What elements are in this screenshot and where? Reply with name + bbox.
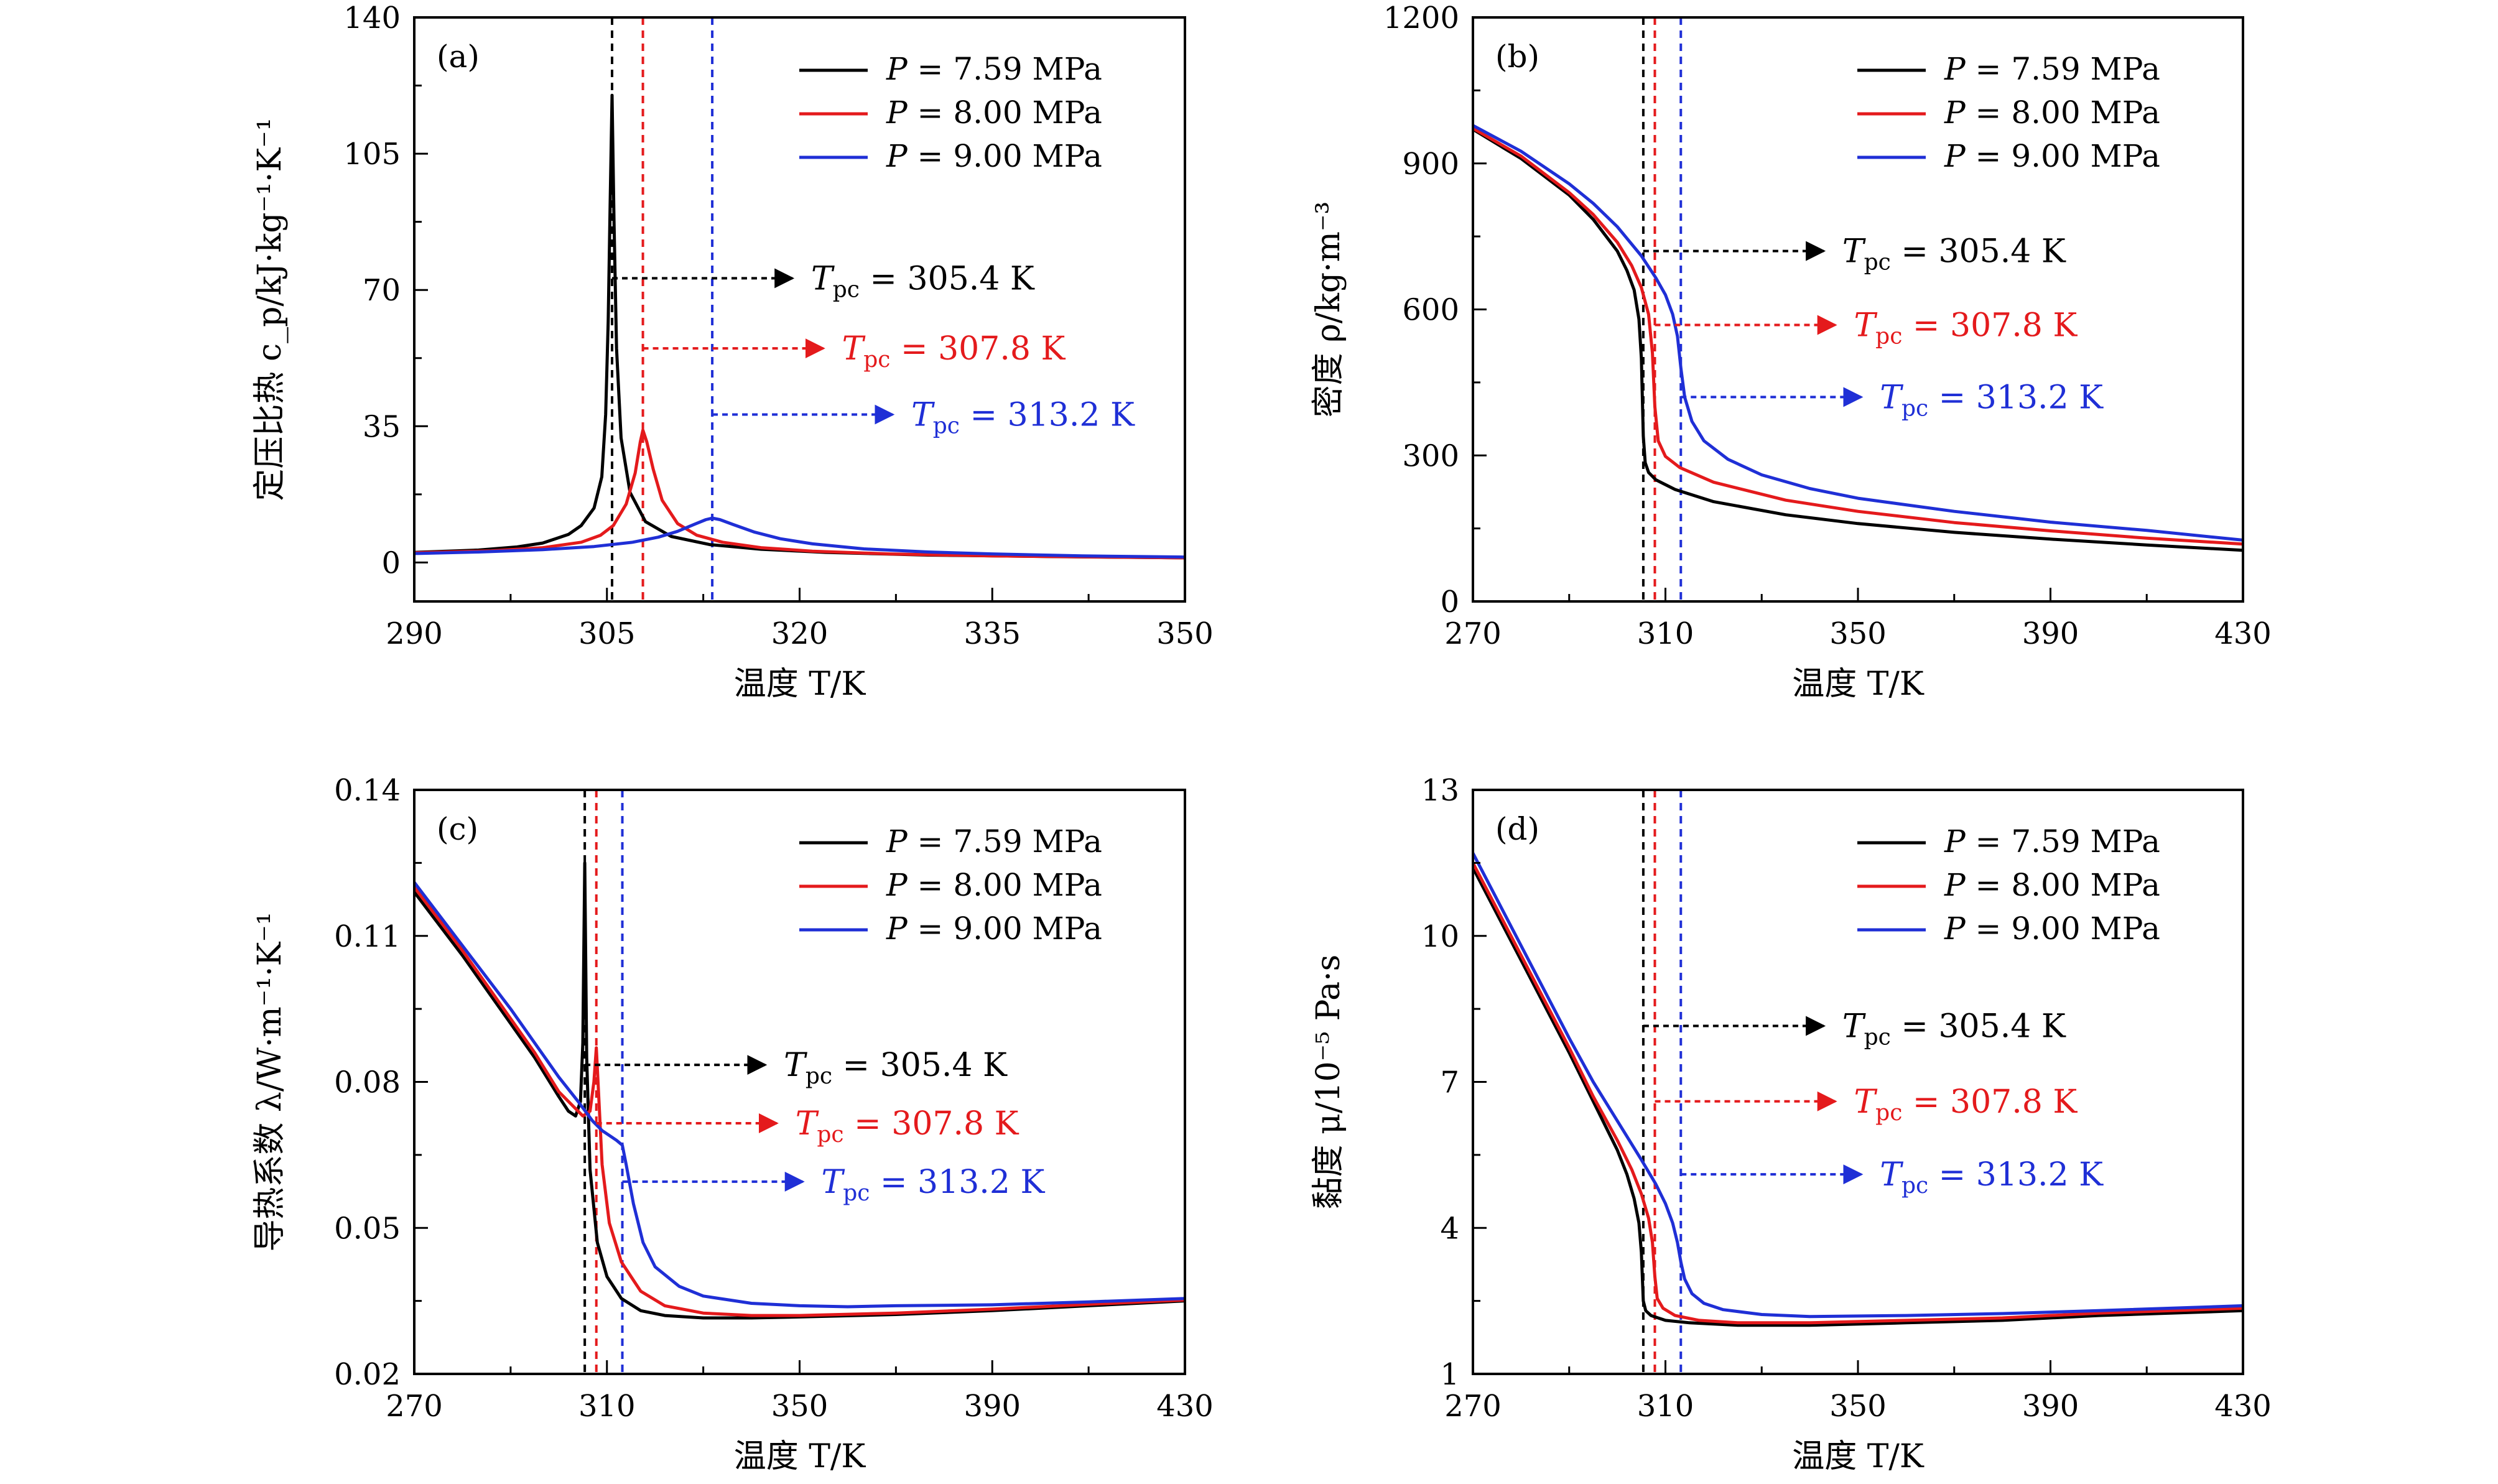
tpc-annotation: Tpc = 307.8 K bbox=[842, 330, 1066, 373]
tpc-annotation: Tpc = 305.4 K bbox=[1842, 1008, 2066, 1050]
y-axis-label: 密度 ρ/kg·m⁻³ bbox=[1310, 202, 1347, 418]
panel-tag: (b) bbox=[1495, 39, 1539, 75]
y-tick-label: 1 bbox=[1440, 1357, 1459, 1392]
chart-panel-d: Tpc = 305.4 K Tpc = 307.8 K Tpc = 313.2 K 2… bbox=[1310, 773, 2272, 1475]
x-tick-label: 310 bbox=[1637, 1389, 1694, 1424]
series-line bbox=[1473, 128, 2243, 552]
legend-entry: P = 9.00 MPa bbox=[886, 911, 1102, 947]
x-tick-label: 335 bbox=[963, 616, 1021, 651]
x-tick-label: 290 bbox=[386, 616, 443, 651]
y-axis-label: 导热系数 λ/W·m⁻¹·K⁻¹ bbox=[251, 912, 289, 1251]
legend-entry: P = 8.00 MPa bbox=[886, 95, 1102, 131]
tpc-annotation: Tpc = 313.2 K bbox=[1880, 1156, 2104, 1199]
tpc-annotation: Tpc = 305.4 K bbox=[784, 1047, 1008, 1089]
series-line bbox=[1473, 124, 2243, 542]
y-tick-label: 70 bbox=[363, 273, 401, 308]
series-line bbox=[414, 881, 1185, 1309]
legend-entry: P = 7.59 MPa bbox=[886, 51, 1102, 87]
y-tick-label: 0.02 bbox=[334, 1357, 401, 1392]
legend-entry: P = 8.00 MPa bbox=[886, 867, 1102, 903]
y-tick-label: 140 bbox=[343, 1, 401, 35]
y-tick-label: 10 bbox=[1421, 919, 1459, 954]
x-tick-label: 430 bbox=[1156, 1389, 1214, 1424]
y-tick-label: 0.14 bbox=[334, 773, 401, 808]
y-tick-label: 0 bbox=[381, 545, 401, 580]
tpc-annotation: Tpc = 307.8 K bbox=[1854, 307, 2078, 350]
x-tick-label: 350 bbox=[771, 1389, 829, 1424]
chart-panel-b: Tpc = 305.4 K Tpc = 307.8 K Tpc = 313.2 K 2… bbox=[1310, 1, 2272, 703]
series-line bbox=[1473, 867, 2243, 1327]
x-tick-label: 390 bbox=[2022, 1389, 2079, 1424]
x-tick-label: 270 bbox=[386, 1389, 443, 1424]
x-axis-label: 温度 T/K bbox=[734, 1438, 866, 1475]
series-line bbox=[1473, 852, 2243, 1319]
y-tick-label: 7 bbox=[1440, 1065, 1459, 1100]
x-tick-label: 320 bbox=[771, 616, 829, 651]
tpc-annotation: Tpc = 305.4 K bbox=[1842, 233, 2066, 276]
x-axis-label: 温度 T/K bbox=[1792, 1438, 1925, 1475]
chart-panel-c: Tpc = 305.4 K Tpc = 307.8 K Tpc = 313.2 K 2… bbox=[251, 773, 1214, 1475]
tpc-annotation: Tpc = 307.8 K bbox=[1854, 1083, 2078, 1126]
y-tick-label: 600 bbox=[1402, 293, 1459, 328]
y-tick-label: 0.08 bbox=[334, 1065, 401, 1100]
tpc-annotation: Tpc = 313.2 K bbox=[1880, 379, 2104, 421]
legend-entry: P = 9.00 MPa bbox=[886, 138, 1102, 174]
legend-entry: P = 9.00 MPa bbox=[1944, 138, 2160, 174]
y-tick-label: 35 bbox=[363, 409, 401, 444]
x-tick-label: 350 bbox=[1829, 616, 1887, 651]
legend-entry: P = 7.59 MPa bbox=[886, 823, 1102, 860]
tpc-annotation: Tpc = 313.2 K bbox=[822, 1164, 1046, 1206]
legend-entry: P = 7.59 MPa bbox=[1944, 51, 2160, 87]
chart-panel-a: Tpc = 305.4 K Tpc = 307.8 K Tpc = 313.2 K 2… bbox=[251, 1, 1214, 703]
legend-entry: P = 8.00 MPa bbox=[1944, 867, 2160, 903]
legend-entry: P = 7.59 MPa bbox=[1944, 823, 2160, 860]
x-tick-label: 270 bbox=[1444, 1389, 1502, 1424]
series-line bbox=[1473, 127, 2243, 546]
y-tick-label: 0 bbox=[1440, 585, 1459, 619]
x-tick-label: 350 bbox=[1829, 1389, 1887, 1424]
tpc-annotation: Tpc = 305.4 K bbox=[811, 260, 1035, 302]
y-tick-label: 300 bbox=[1402, 438, 1459, 473]
panel-tag: (c) bbox=[437, 811, 478, 847]
x-axis-label: 温度 T/K bbox=[1792, 665, 1925, 703]
x-tick-label: 270 bbox=[1444, 616, 1502, 651]
y-tick-label: 13 bbox=[1421, 773, 1459, 808]
x-tick-label: 350 bbox=[1156, 616, 1214, 651]
tpc-annotation: Tpc = 307.8 K bbox=[796, 1105, 1019, 1148]
x-axis-label: 温度 T/K bbox=[734, 665, 866, 703]
y-tick-label: 105 bbox=[343, 137, 401, 172]
tpc-annotation: Tpc = 313.2 K bbox=[911, 397, 1135, 439]
x-tick-label: 310 bbox=[1637, 616, 1694, 651]
legend-entry: P = 8.00 MPa bbox=[1944, 95, 2160, 131]
y-tick-label: 0.11 bbox=[334, 919, 401, 954]
y-tick-label: 0.05 bbox=[334, 1211, 401, 1246]
panel-tag: (a) bbox=[437, 39, 480, 75]
x-tick-label: 430 bbox=[2214, 616, 2272, 651]
y-axis-label: 黏度 μ/10⁻⁵ Pa·s bbox=[1310, 955, 1347, 1210]
x-tick-label: 390 bbox=[2022, 616, 2079, 651]
x-tick-label: 310 bbox=[578, 1389, 636, 1424]
x-tick-label: 305 bbox=[578, 616, 636, 651]
y-axis-label: 定压比热 c_p/kJ·kg⁻¹·K⁻¹ bbox=[251, 118, 289, 501]
y-tick-label: 1200 bbox=[1383, 1, 1459, 35]
series-line bbox=[414, 886, 1185, 1317]
series-line bbox=[414, 516, 1185, 559]
panel-tag: (d) bbox=[1495, 811, 1539, 847]
series-line bbox=[1473, 862, 2243, 1325]
series-line bbox=[414, 429, 1185, 560]
x-tick-label: 390 bbox=[963, 1389, 1021, 1424]
legend-entry: P = 9.00 MPa bbox=[1944, 911, 2160, 947]
y-tick-label: 900 bbox=[1402, 147, 1459, 182]
x-tick-label: 430 bbox=[2214, 1389, 2272, 1424]
y-tick-label: 4 bbox=[1440, 1211, 1459, 1246]
